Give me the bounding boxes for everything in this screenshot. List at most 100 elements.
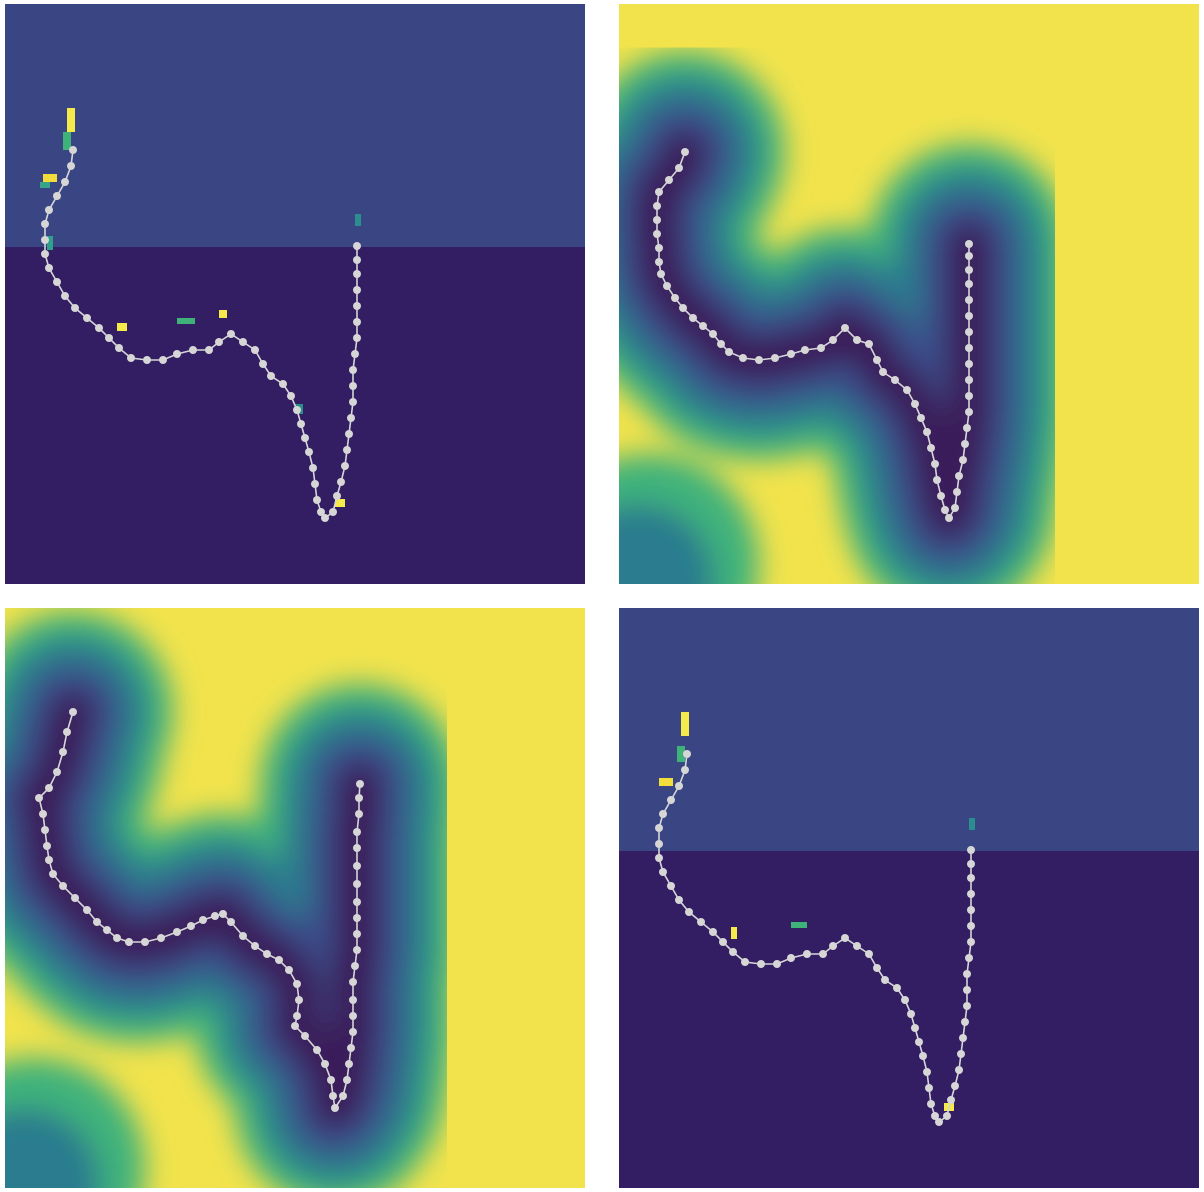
path-point [879,368,887,376]
path-point [719,938,727,946]
path-point [865,950,873,958]
path-point [297,420,305,428]
path-point [43,842,51,850]
path-point [71,894,79,902]
path-point [801,346,809,354]
path-point [655,854,663,862]
path-point [725,348,733,356]
path-point [311,480,319,488]
path-point [345,1060,353,1068]
path-point [967,846,975,854]
path-point [961,1018,969,1026]
path-point [259,360,267,368]
path-point [353,844,361,852]
path-point [353,898,361,906]
path-point [959,1034,967,1042]
path-point [683,750,691,758]
path-point [45,264,53,272]
lower-region [619,851,1199,1188]
path-point [933,476,941,484]
path-point [655,258,663,266]
path-point [945,514,953,522]
path-point [59,882,67,890]
path-point [963,1002,971,1010]
distance-field-image [619,4,1199,584]
path-point [105,334,113,342]
path-point [291,1022,299,1030]
path-trace [655,750,975,1126]
path-point [699,322,707,330]
path-point [103,926,111,934]
path-point [697,918,705,926]
upper-region [5,4,585,247]
path-point [353,828,361,836]
path-point [61,292,69,300]
path-point [965,344,973,352]
path-point [967,922,975,930]
path-point [83,314,91,322]
path-point [301,1032,309,1040]
path-point [173,350,181,358]
path-point [829,942,837,950]
path-point [965,266,973,274]
path-point [681,148,689,156]
path-point [655,244,663,252]
path-point [675,164,683,172]
path-point [675,896,683,904]
path-point [35,794,43,802]
path-point [841,934,849,942]
lower-region [5,247,585,584]
path-point [963,986,971,994]
path-point [353,270,361,278]
path-point [333,492,341,500]
path-point [353,880,361,888]
path-point [891,376,899,384]
path-point [965,392,973,400]
path-point [45,856,53,864]
path-point [841,324,849,332]
path-point [771,354,779,362]
path-point [931,1112,939,1120]
path-point [263,950,271,958]
path-point [53,278,61,286]
path-point [655,188,663,196]
path-point [657,270,665,278]
path-point [675,782,683,790]
panel-top-left-signal-map [5,4,585,584]
path-point [667,796,675,804]
path-point [309,464,317,472]
path-point [829,336,837,344]
path-point [239,932,247,940]
path-point [341,462,349,470]
path-point [125,938,133,946]
path-point [653,230,661,238]
path-point [679,304,687,312]
path-point [923,1068,931,1076]
path-point [965,312,973,320]
path-point [349,366,357,374]
path-point [143,356,151,364]
path-point [219,910,227,918]
path-trace [653,148,973,522]
path-point [353,334,361,342]
path-point [67,162,75,170]
path-point [967,874,975,882]
path-point [345,430,353,438]
path-point [911,400,919,408]
path-point [329,508,337,516]
path-point [279,380,287,388]
path-point [343,1076,351,1084]
path-point [285,966,293,974]
path-point [653,216,661,224]
path-point [41,220,49,228]
path-point [873,356,881,364]
path-point [965,954,973,962]
path-point [329,1092,337,1100]
path-point [313,496,321,504]
path-point [965,252,973,260]
path-point [45,784,53,792]
path-point [919,1052,927,1060]
path-point [787,350,795,358]
path-point [659,868,667,876]
path-point [927,1100,935,1108]
